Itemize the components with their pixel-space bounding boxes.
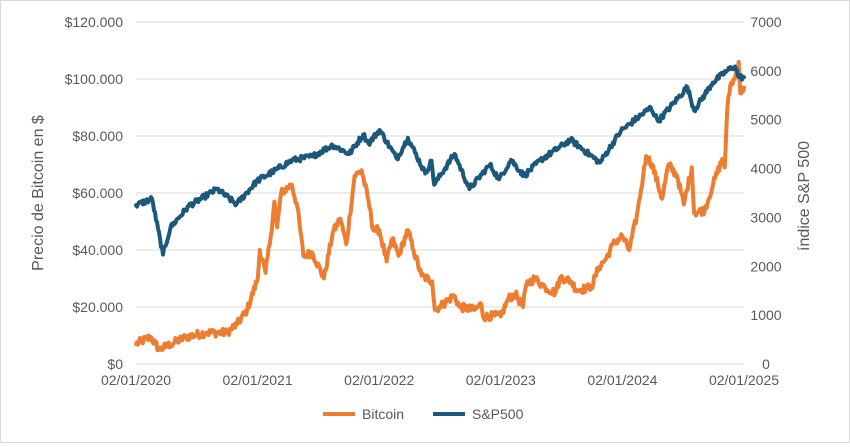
legend-label-sp500: S&P500 (472, 406, 524, 422)
legend: Bitcoin S&P500 (323, 406, 524, 422)
y-right-tick-label: 6000 (750, 63, 781, 79)
y-right-tick-label: 1000 (750, 307, 781, 323)
x-tick-label: 02/01/2023 (466, 372, 536, 388)
series-lines (134, 59, 746, 353)
x-tick-label: 02/01/2022 (344, 372, 414, 388)
x-tick-label: 02/01/2024 (587, 372, 657, 388)
y-right-tick-label: 5000 (750, 112, 781, 128)
y-right-tick-label: 0 (762, 356, 770, 372)
tick-labels: $0 $20.000 $40.000 $60.000 $80.000 $100.000 $1… (65, 14, 782, 388)
y-right-tick-label: 2000 (750, 258, 781, 274)
x-tick-label: 02/01/2020 (101, 372, 171, 388)
y-left-tick-label: $0 (107, 356, 123, 372)
x-tick-label: 02/01/2021 (223, 372, 293, 388)
y-left-tick-label: $80.000 (72, 128, 123, 144)
series-line-sp500 (134, 64, 746, 257)
x-tick-label: 02/01/2025 (709, 372, 779, 388)
y-right-tick-label: 4000 (750, 161, 781, 177)
y-left-tick-label: $100.000 (65, 71, 124, 87)
y-right-tick-label: 7000 (750, 14, 781, 30)
series-line-bitcoin (134, 59, 746, 353)
y-axis-left-title: Precio de Bitcoin en $ (30, 115, 47, 271)
y-right-tick-label: 3000 (750, 209, 781, 225)
gridlines (136, 21, 744, 365)
y-left-tick-label: $40.000 (72, 242, 123, 258)
y-left-tick-label: $60.000 (72, 185, 123, 201)
y-left-tick-label: $120.000 (65, 14, 124, 30)
y-axis-right-title: índice S&P 500 (796, 141, 813, 251)
y-left-tick-label: $20.000 (72, 299, 123, 315)
legend-label-bitcoin: Bitcoin (362, 406, 404, 422)
